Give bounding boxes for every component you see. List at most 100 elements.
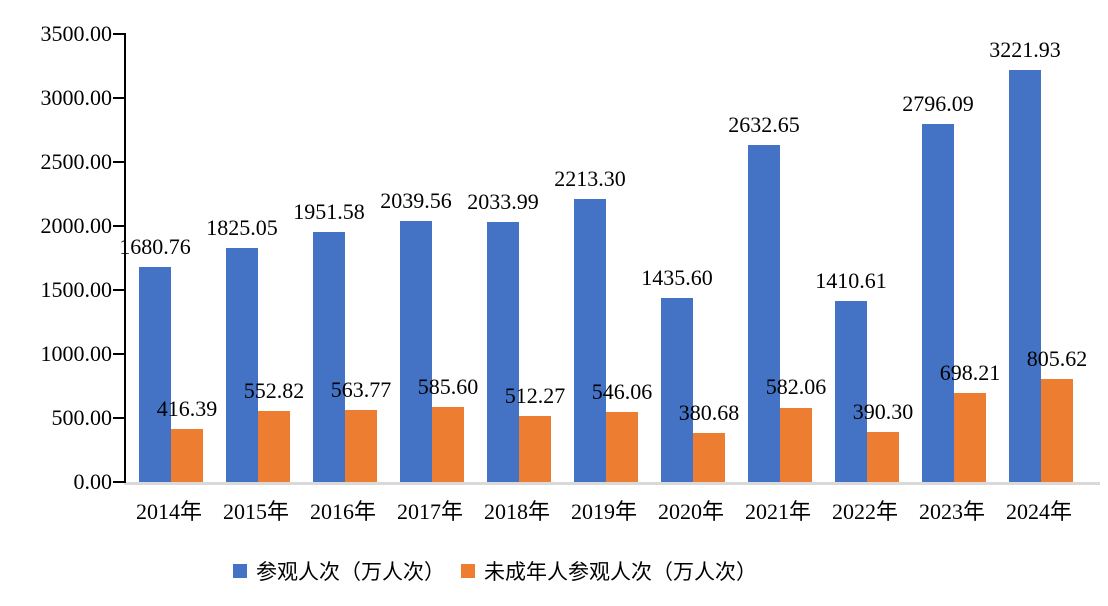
x-category-cell: 2023年 [919,494,986,526]
bar-group: 1951.58 563.77 [293,34,391,482]
bar-cell: 1951.58 [293,34,365,482]
bar-cell: 2033.99 [467,34,539,482]
bar [313,232,345,482]
bar [606,412,638,482]
bar [487,221,519,482]
bar-cell: 563.77 [331,34,391,482]
x-category-cell: 2014年 [136,494,203,526]
bar-value-label: 698.21 [939,359,1001,385]
bar [748,145,780,482]
legend-swatch [233,564,247,578]
bar [835,301,867,482]
legend-item: 参观人次（万人次） [233,556,445,586]
bar-value-label: 2632.65 [728,111,800,137]
bar-value-label: 416.39 [156,395,218,421]
y-tick-mark [113,481,126,483]
bar [1041,378,1073,482]
legend: 参观人次（万人次） 未成年人参观人次（万人次） [0,556,990,586]
bar-cell: 416.39 [157,34,217,482]
bar-cell: 552.82 [244,34,304,482]
bar-group: 1825.05 552.82 [206,34,304,482]
bar [922,124,954,482]
bar [400,220,432,482]
x-category-label: 2017年 [397,499,464,524]
bar-cell: 2632.65 [728,34,800,482]
x-category-label: 2015年 [223,499,290,524]
bar-cell: 1680.76 [119,34,191,482]
bar [1009,69,1041,482]
y-tick-mark [113,33,126,35]
bar-group: 2033.99 512.27 [467,34,565,482]
bar [258,411,290,482]
y-tick-label: 0.00 [73,469,113,494]
bar-value-label: 512.27 [504,383,566,409]
bar-value-label: 2213.30 [554,165,626,191]
x-category-cell: 2017年 [397,494,464,526]
bar-cell: 380.68 [679,34,739,482]
x-category-label: 2014年 [136,499,203,524]
bar-group: 1435.60 380.68 [641,34,739,482]
bar-cell: 512.27 [505,34,565,482]
bar-group: 2213.30 546.06 [554,34,652,482]
bar-value-label: 2796.09 [902,91,974,117]
bar-value-label: 390.30 [852,398,914,424]
bar [432,407,464,482]
x-category-label: 2016年 [310,499,377,524]
y-tick-label: 2500.00 [40,149,113,174]
y-tick-label: 1500.00 [40,277,113,302]
x-category-cell: 2016年 [310,494,377,526]
bar-value-label: 582.06 [765,374,827,400]
x-category-cell: 2019年 [571,494,637,526]
bar-cell: 698.21 [940,34,1000,482]
plot-area: 0.00 500.00 1000.00 1500.00 2000.00 2500.00 30… [41,21,1100,494]
bar-group: 2796.09 698.21 [902,34,1000,482]
bar-value-label: 1410.61 [815,268,887,294]
bar-value-label: 1825.05 [206,215,278,241]
legend-swatch [461,564,475,578]
bar [574,198,606,482]
x-category-label: 2018年 [484,499,551,524]
bar-cell: 546.06 [592,34,652,482]
bar [780,407,812,482]
x-category-cell: 2015年 [223,494,290,526]
bar-cell: 585.60 [418,34,478,482]
bar-value-label: 1680.76 [119,233,191,259]
y-tick-mark [113,289,126,291]
y-tick-label: 3500.00 [40,21,113,46]
bar-cell: 2039.56 [380,34,452,482]
bar [171,428,203,482]
bar-cell: 2796.09 [902,34,974,482]
x-category-cell: 2021年 [745,494,811,526]
bar-value-label: 2039.56 [380,187,452,213]
legend-label: 参观人次（万人次） [256,560,445,584]
x-category-label: 2020年 [658,499,725,524]
bar [345,409,377,482]
bar [519,416,551,482]
bar-cell: 3221.93 [989,34,1061,482]
bar-cell: 1435.60 [641,34,713,482]
bar [139,266,171,482]
x-category-label: 2022年 [832,499,899,524]
y-tick-mark [113,161,126,163]
bar-group: 3221.93 805.62 [989,34,1087,482]
bar-cell: 1825.05 [206,34,278,482]
bar-value-label: 1435.60 [641,265,713,291]
x-category-cell: 2018年 [484,494,551,526]
bar-value-label: 805.62 [1026,345,1088,371]
x-category-cell: 2022年 [832,494,899,526]
bar [954,392,986,482]
y-tick-label: 1000.00 [40,341,113,366]
y-tick-mark [113,97,126,99]
x-category-label: 2023年 [919,499,986,524]
y-tick-mark [113,417,126,419]
x-category-cell: 2020年 [658,494,725,526]
legend-item: 未成年人参观人次（万人次） [461,556,757,586]
bar-value-label: 380.68 [678,400,740,426]
bar-group: 1680.76 416.39 [119,34,217,482]
y-tick-mark [113,353,126,355]
bar-group: 2632.65 582.06 [728,34,826,482]
y-tick-label: 500.00 [51,405,113,430]
y-tick-mark [113,225,126,227]
bar-cell: 805.62 [1027,34,1087,482]
